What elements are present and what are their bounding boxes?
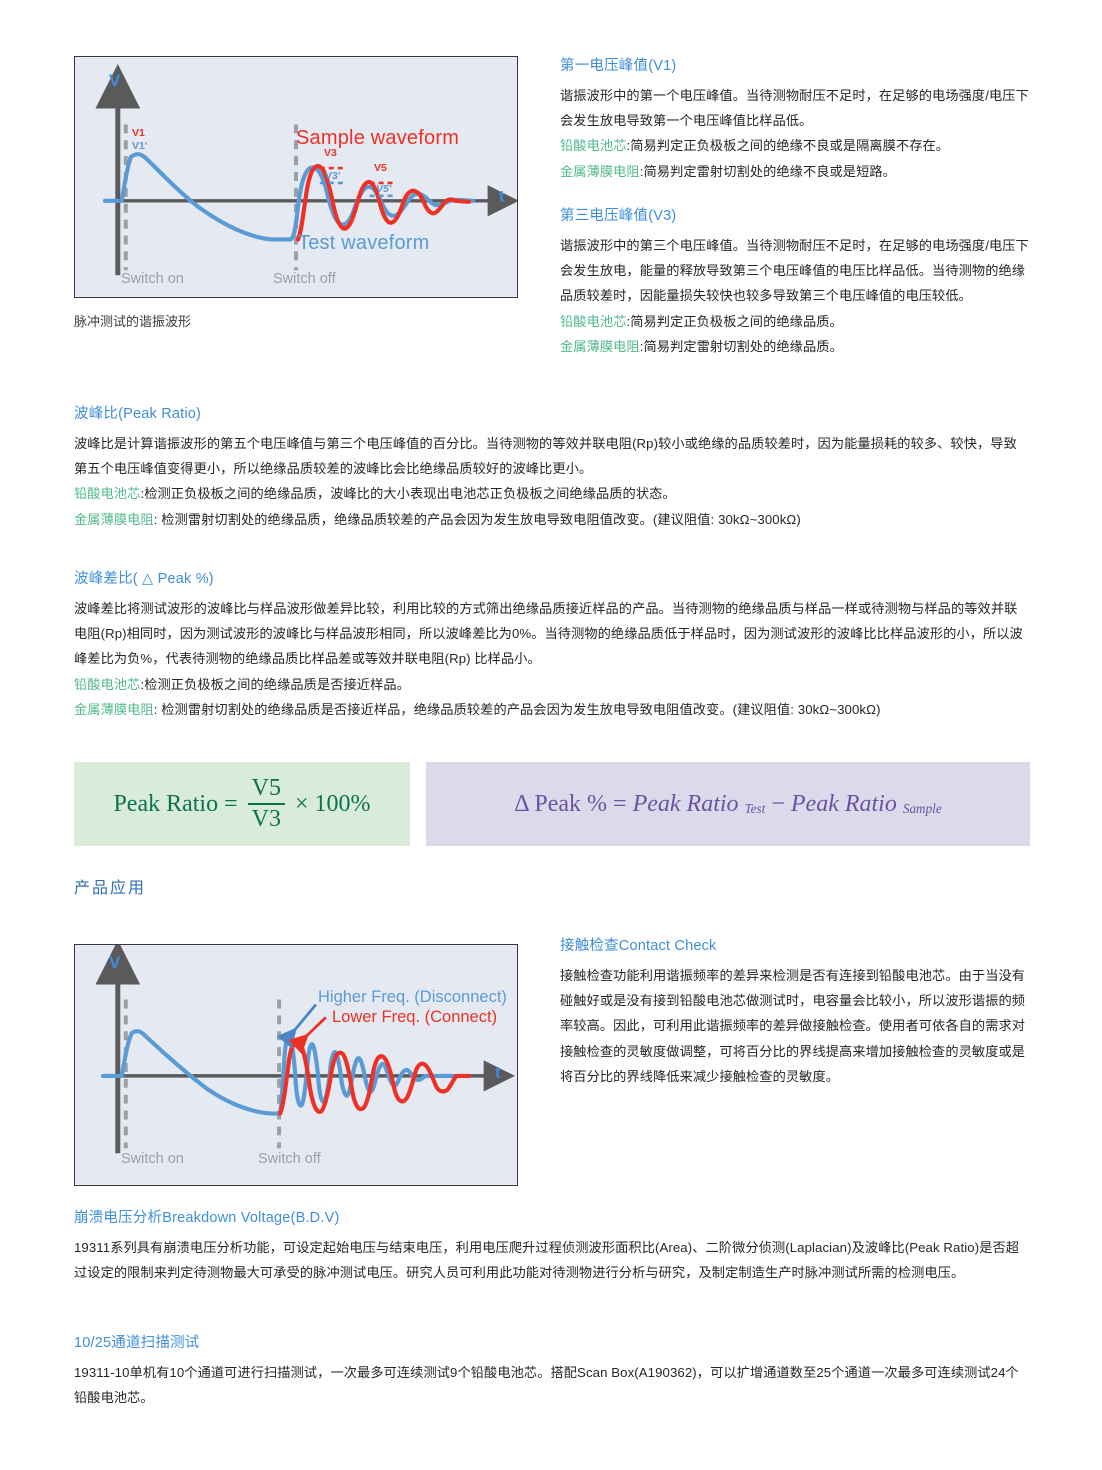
metal-film-tag: 金属薄膜电阻	[74, 511, 154, 527]
figure1-label-v5-prime: V5'	[376, 183, 392, 195]
figure1-switch-off-label: Switch off	[273, 271, 336, 287]
section-peak-ratio-lead-line: 铅酸电池芯:检测正负极板之间的绝缘品质，波峰比的大小表现出电池芯正负极板之间绝缘…	[74, 481, 1030, 506]
metal-film-text: : 检测雷射切割处的绝缘品质，绝缘品质较差的产品会因为发生放电导致电阻值改变。(…	[153, 511, 801, 527]
formula-numerator: V5	[251, 774, 281, 801]
figure1-label-v3: V3	[324, 147, 337, 159]
section-peak-ratio-title: 波峰比(Peak Ratio)	[74, 406, 202, 422]
figure2-svg	[95, 945, 516, 1154]
figure2-switch-off-label: Switch off	[258, 1151, 321, 1167]
figure2-y-axis-label: V	[109, 953, 121, 972]
section-delta-peak-body: 波峰差比将测试波形的波峰比与样品波形做差异比较，利用比较的方式筛出绝缘品质接近样…	[74, 600, 1023, 667]
section-delta-peak-lead-line: 铅酸电池芯:检测正负极板之间的绝缘品质是否接近样品。	[74, 672, 1030, 697]
figure1-test-waveform-label: Test waveform	[298, 232, 430, 254]
section-bdv-body: 19311系列具有崩溃电压分析功能，可设定起始电压与结束电压，利用电压爬升过程侦…	[74, 1239, 1020, 1281]
section-contact-check-body: 接触检查功能利用谐振频率的差异来检测是否有连接到铅酸电池芯。由于当没有碰触好或是…	[560, 967, 1026, 1085]
lead-acid-tag: 铅酸电池芯	[560, 313, 627, 329]
delta-formula-minus: −	[771, 790, 785, 817]
figure1-caption-text: 脉冲测试的谐振波形	[74, 314, 192, 329]
section-v3-film-line: 金属薄膜电阻:简易判定雷射切割处的绝缘品质。	[560, 334, 1038, 359]
figure1-y-axis-label: V	[109, 71, 121, 90]
gradient-divider-icon	[74, 916, 1030, 923]
delta-formula-sub1: Test	[744, 800, 766, 816]
product-application-title: 产品应用	[74, 880, 147, 897]
section-bdv-title: 崩溃电压分析Breakdown Voltage(B.D.V)	[74, 1210, 340, 1226]
lead-acid-text: :检测正负极板之间的绝缘品质是否接近样品。	[140, 676, 410, 692]
metal-film-text: :简易判定雷射切割处的绝缘不良或是短路。	[639, 163, 896, 179]
delta-peak-formula: Δ Peak % = Peak Ratio Test − Peak Ratio Sa…	[514, 791, 941, 818]
section-peak-ratio-film-line: 金属薄膜电阻: 检测雷射切割处的绝缘品质，绝缘品质较差的产品会因为发生放电导致电…	[74, 507, 1030, 532]
metal-film-tag: 金属薄膜电阻	[74, 702, 154, 718]
formula-denominator: V3	[251, 806, 281, 832]
section-delta-peak-title: 波峰差比( △ Peak %)	[74, 571, 214, 587]
section-third-voltage-peak: 第三电压峰值(V3) 谐振波形中的第三个电压峰值。当待测物耐压不足时，在足够的电…	[560, 206, 1038, 359]
figure2-switch-on-label: Switch on	[121, 1151, 184, 1167]
figure1-label-v3-prime: V3'	[325, 170, 341, 182]
metal-film-text: : 检测雷射切割处的绝缘品质是否接近样品，绝缘品质较差的产品会因为发生放电导致电…	[153, 702, 881, 718]
section-scan-title: 10/25通道扫描测试	[74, 1335, 200, 1351]
section-v3-lead-line: 铅酸电池芯:简易判定正负极板之间的绝缘品质。	[560, 309, 1038, 334]
contact-check-figure: V t Higher Freq. (Disconnect) Lower Freq…	[74, 944, 518, 1186]
figure1-x-axis-label: t	[499, 187, 505, 206]
figure1-sample-waveform-label: Sample waveform	[296, 127, 460, 149]
figure1-svg	[95, 63, 517, 276]
figure2-x-axis-label: t	[495, 1063, 501, 1082]
section-peak-ratio: 波峰比(Peak Ratio) 波峰比是计算谐振波形的第五个电压峰值与第三个电压…	[74, 404, 1030, 532]
figure1-label-v1-prime: V1'	[132, 140, 148, 152]
lead-acid-tag: 铅酸电池芯	[560, 138, 627, 154]
metal-film-text: :简易判定雷射切割处的绝缘品质。	[639, 339, 843, 355]
delta-formula-term1: Peak Ratio	[632, 790, 739, 817]
lead-acid-text: :检测正负极板之间的绝缘品质，波峰比的大小表现出电池芯正负极板之间绝缘品质的状态…	[140, 486, 676, 502]
peak-ratio-formula: Peak Ratio = V5 V3 × 100%	[113, 774, 371, 832]
lead-acid-text: :简易判定正负极板之间的绝缘品质。	[626, 313, 843, 329]
section-scan-body: 19311-10单机有10个通道可进行扫描测试，一次最多可连续测试9个铅酸电池芯…	[74, 1364, 1019, 1406]
resonant-waveform-figure: V t V1 V1' V3 V3' V5 V5' Sample waveform…	[74, 56, 518, 298]
figure2-higher-freq-label: Higher Freq. (Disconnect)	[318, 988, 507, 1006]
metal-film-tag: 金属薄膜电阻	[560, 163, 640, 179]
section-v1-lead-line: 铅酸电池芯:简易判定正负极板之间的绝缘不良或是隔离膜不存在。	[560, 133, 1038, 158]
figure1-caption: 脉冲测试的谐振波形	[74, 311, 518, 330]
lead-acid-tag: 铅酸电池芯	[74, 486, 141, 502]
section-v3-body: 谐振波形中的第三个电压峰值。当待测物耐压不足时，在足够的电场强度/电压下会发生放…	[560, 237, 1029, 304]
delta-formula-term2: Peak Ratio	[790, 790, 897, 817]
lead-acid-tag: 铅酸电池芯	[74, 676, 141, 692]
peak-ratio-formula-box: Peak Ratio = V5 V3 × 100%	[74, 762, 410, 846]
metal-film-tag: 金属薄膜电阻	[560, 339, 640, 355]
figure1-label-v5: V5	[374, 162, 387, 174]
section-delta-peak: 波峰差比( △ Peak %) 波峰差比将测试波形的波峰比与样品波形做差异比较，…	[74, 569, 1030, 722]
delta-formula-sub2: Sample	[902, 800, 942, 816]
section-delta-peak-film-line: 金属薄膜电阻: 检测雷射切割处的绝缘品质是否接近样品，绝缘品质较差的产品会因为发…	[74, 697, 1030, 722]
figure2-lower-freq-label: Lower Freq. (Connect)	[332, 1008, 498, 1026]
lead-acid-text: :简易判定正负极板之间的绝缘不良或是隔离膜不存在。	[626, 138, 950, 154]
section-contact-check: 接触检查Contact Check 接触检查功能利用谐振频率的差异来检测是否有连…	[560, 936, 1038, 1089]
section-scan-test: 10/25通道扫描测试 19311-10单机有10个通道可进行扫描测试，一次最多…	[74, 1333, 1030, 1410]
section-first-voltage-peak: 第一电压峰值(V1) 谐振波形中的第一个电压峰值。当待测物耐压不足时，在足够的电…	[560, 56, 1038, 184]
formula-fraction: V5 V3	[247, 774, 285, 832]
section-v1-film-line: 金属薄膜电阻:简易判定雷射切割处的绝缘不良或是短路。	[560, 159, 1038, 184]
section-peak-ratio-body: 波峰比是计算谐振波形的第五个电压峰值与第三个电压峰值的百分比。当待测物的等效并联…	[74, 435, 1017, 477]
product-application-header: 产品应用	[74, 874, 1030, 928]
section-contact-check-title: 接触检查Contact Check	[560, 938, 717, 954]
formula-tail: × 100%	[295, 790, 371, 817]
figure1-switch-on-label: Switch on	[121, 271, 184, 287]
section-v1-body: 谐振波形中的第一个电压峰值。当待测物耐压不足时，在足够的电场强度/电压下会发生放…	[560, 87, 1029, 129]
delta-peak-formula-box: Δ Peak % = Peak Ratio Test − Peak Ratio Sa…	[426, 762, 1030, 846]
fraction-bar	[247, 803, 285, 805]
formula-lhs: Peak Ratio	[113, 790, 219, 817]
figure1-label-v1: V1	[132, 127, 145, 139]
formula-row: Peak Ratio = V5 V3 × 100% Δ Peak % = Pea…	[74, 762, 1030, 846]
section-breakdown-voltage: 崩溃电压分析Breakdown Voltage(B.D.V) 19311系列具有…	[74, 1208, 1030, 1285]
formula-equals: =	[224, 790, 238, 817]
section-v3-title: 第三电压峰值(V3)	[560, 208, 677, 224]
section-v1-title: 第一电压峰值(V1)	[560, 58, 677, 74]
delta-formula-text: Δ Peak % =	[514, 790, 627, 817]
